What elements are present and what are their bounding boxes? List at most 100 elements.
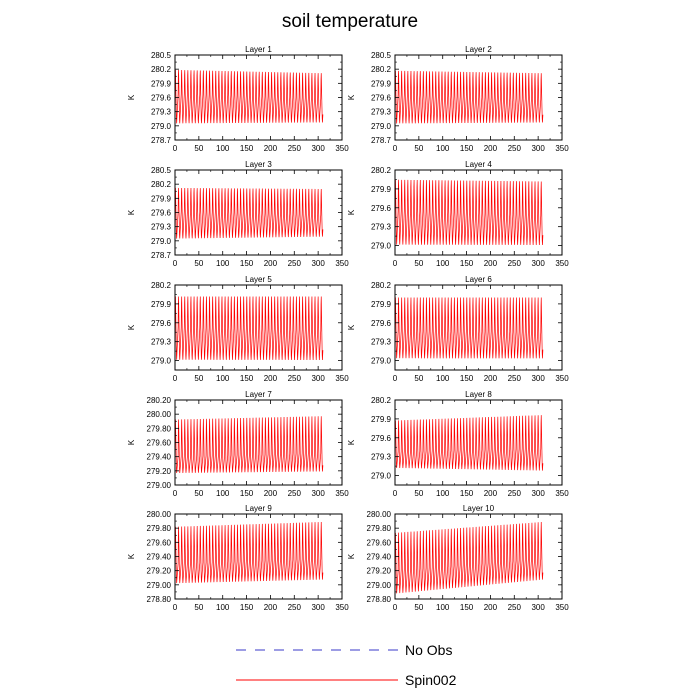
x-tick-label: 0 [173,259,178,268]
x-tick-label: 350 [555,489,569,498]
x-tick-label: 250 [508,374,522,383]
x-tick-label: 100 [216,603,230,612]
y-axis-label: K [347,94,356,100]
panel-layer-6: Layer 6 K 0 50 100 150 200 250 300 350 279.0 279.3 2… [347,275,569,383]
y-tick-label: 279.3 [371,223,392,232]
series-line-spin002 [174,187,324,239]
panel-title: Layer 6 [465,275,492,284]
y-tick-label: 279.3 [371,453,392,462]
x-tick-label: 300 [311,603,325,612]
y-tick-label: 279.20 [367,567,392,576]
x-tick-label: 200 [264,374,278,383]
y-axis-label: K [347,439,356,445]
y-tick-label: 279.6 [371,204,392,213]
panel-title: Layer 4 [465,160,492,169]
x-tick-label: 350 [555,603,569,612]
y-tick-label: 279.9 [371,300,392,309]
x-tick-label: 50 [414,489,423,498]
x-tick-label: 350 [335,603,349,612]
y-axis-label: K [127,209,136,215]
x-tick-label: 100 [436,259,450,268]
y-tick-label: 279.00 [367,581,392,590]
y-tick-label: 278.80 [147,595,172,604]
x-tick-label: 0 [173,374,178,383]
y-tick-label: 279.6 [151,319,172,328]
y-tick-label: 279.3 [371,108,392,117]
y-tick-label: 279.20 [147,467,172,476]
x-tick-label: 350 [335,489,349,498]
x-tick-label: 0 [173,144,178,153]
x-tick-label: 350 [335,374,349,383]
y-tick-label: 278.7 [151,136,172,145]
y-tick-label: 278.80 [367,595,392,604]
x-tick-label: 0 [393,374,398,383]
panel-layer-2: Layer 2 K 0 50 100 150 200 250 300 350 278.7 279.0 2… [347,45,569,153]
series-line-spin002 [394,179,544,245]
x-tick-label: 150 [460,489,474,498]
x-tick-label: 300 [531,489,545,498]
x-tick-label: 200 [264,603,278,612]
x-tick-label: 250 [508,144,522,153]
panel-layer-9: Layer 9 K 0 50 100 150 200 250 300 350 278.80 279.0… [127,504,349,612]
y-tick-label: 280.2 [151,281,172,290]
panel-layer-1: Layer 1 K 0 50 100 150 200 250 300 350 278.7 279.0 2… [127,45,349,153]
x-tick-label: 200 [264,259,278,268]
x-tick-label: 150 [240,374,254,383]
y-tick-label: 279.0 [371,357,392,366]
panel-title: Layer 5 [245,275,272,284]
x-tick-label: 100 [216,259,230,268]
x-tick-label: 150 [240,489,254,498]
x-tick-label: 150 [460,374,474,383]
y-tick-label: 279.6 [371,94,392,103]
legend: No Obs Spin002 [236,642,457,688]
y-tick-label: 280.2 [371,65,392,74]
y-tick-label: 279.9 [151,79,172,88]
y-tick-label: 279.0 [371,472,392,481]
y-tick-label: 279.40 [147,553,172,562]
x-tick-label: 300 [531,144,545,153]
y-tick-label: 279.6 [151,94,172,103]
x-tick-label: 250 [508,489,522,498]
y-tick-label: 279.3 [151,223,172,232]
x-tick-label: 350 [555,144,569,153]
x-tick-label: 200 [484,603,498,612]
y-tick-label: 279.0 [371,122,392,131]
y-axis-label: K [127,94,136,100]
x-tick-label: 150 [460,144,474,153]
x-tick-label: 350 [555,259,569,268]
y-tick-label: 279.9 [371,79,392,88]
x-tick-label: 100 [216,144,230,153]
y-tick-label: 280.2 [371,396,392,405]
x-tick-label: 0 [393,144,398,153]
panel-layer-4: Layer 4 K 0 50 100 150 200 250 300 350 279.0 279.3 2… [347,160,569,268]
x-tick-label: 50 [194,489,203,498]
x-tick-label: 100 [436,603,450,612]
x-tick-label: 100 [216,374,230,383]
x-tick-label: 150 [460,259,474,268]
y-tick-label: 279.0 [151,122,172,131]
x-tick-label: 50 [194,374,203,383]
x-tick-label: 250 [288,259,302,268]
y-tick-label: 278.7 [151,251,172,260]
series-line-spin002 [174,296,324,360]
y-tick-label: 279.00 [147,581,172,590]
x-tick-label: 150 [240,144,254,153]
x-tick-label: 0 [393,489,398,498]
y-tick-label: 279.6 [371,434,392,443]
x-tick-label: 50 [414,259,423,268]
panel-title: Layer 3 [245,160,272,169]
series-line-spin002 [174,69,324,124]
y-tick-label: 279.9 [151,300,172,309]
y-tick-label: 279.80 [147,524,172,533]
x-tick-label: 50 [194,603,203,612]
y-tick-label: 280.20 [147,396,172,405]
y-tick-label: 279.40 [367,553,392,562]
y-tick-label: 279.3 [151,338,172,347]
y-tick-label: 279.3 [371,338,392,347]
figure-title: soil temperature [282,11,418,32]
x-tick-label: 200 [264,144,278,153]
panel-title: Layer 8 [465,390,492,399]
series-line-spin002 [174,416,324,474]
